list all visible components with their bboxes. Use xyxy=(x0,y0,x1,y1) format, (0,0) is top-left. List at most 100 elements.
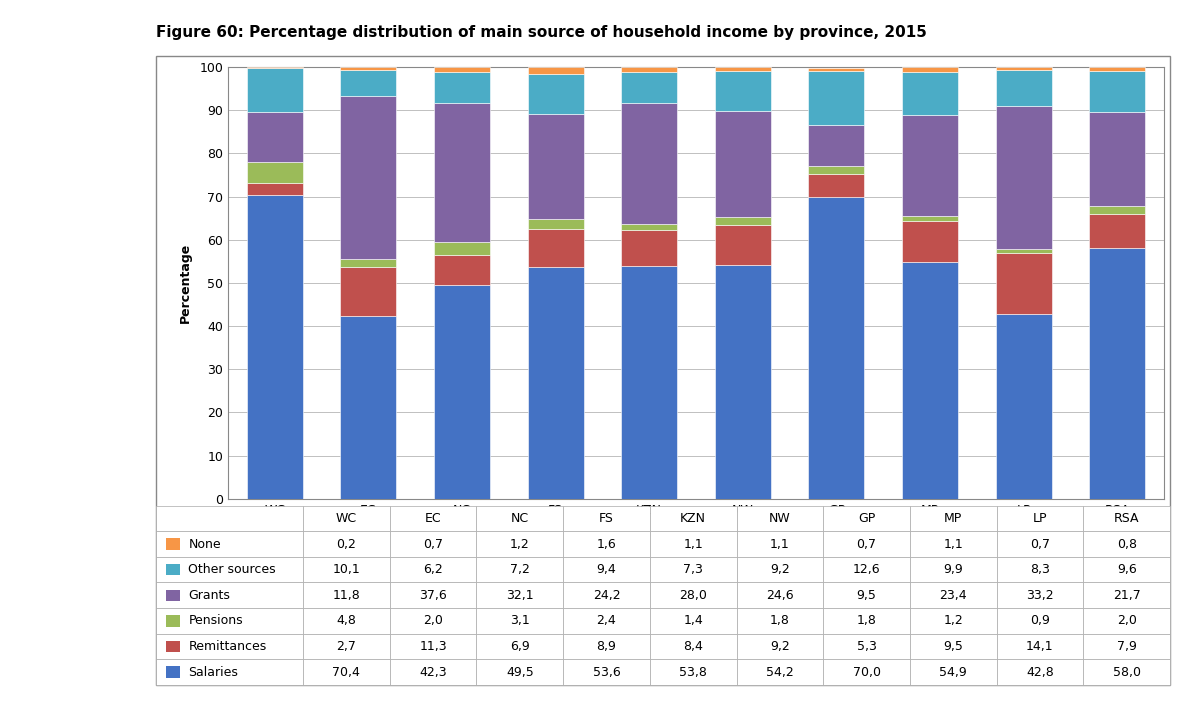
Bar xyxy=(341,258,396,268)
Bar xyxy=(996,106,1051,249)
Bar xyxy=(341,66,396,70)
Text: 24,2: 24,2 xyxy=(593,589,620,602)
Text: GP: GP xyxy=(858,512,875,525)
Text: 5,3: 5,3 xyxy=(857,640,876,653)
Text: 2,7: 2,7 xyxy=(336,640,356,653)
Text: 0,7: 0,7 xyxy=(424,537,443,551)
Bar xyxy=(996,249,1051,253)
Text: 53,6: 53,6 xyxy=(593,666,620,678)
Text: FS: FS xyxy=(599,512,614,525)
Bar xyxy=(715,71,770,111)
Bar xyxy=(528,268,583,498)
Text: 4,8: 4,8 xyxy=(336,614,356,628)
Y-axis label: Percentage: Percentage xyxy=(179,243,192,323)
Text: MP: MP xyxy=(944,512,962,525)
Text: 1,8: 1,8 xyxy=(770,614,790,628)
Text: 23,4: 23,4 xyxy=(940,589,967,602)
Bar xyxy=(528,73,583,114)
Bar xyxy=(622,72,677,103)
Text: 8,9: 8,9 xyxy=(596,640,617,653)
Text: 1,8: 1,8 xyxy=(857,614,876,628)
Text: 42,8: 42,8 xyxy=(1026,666,1054,678)
Bar xyxy=(1090,112,1145,205)
Bar xyxy=(902,67,958,72)
Text: 0,9: 0,9 xyxy=(1030,614,1050,628)
Text: 9,5: 9,5 xyxy=(857,589,876,602)
Bar xyxy=(1090,249,1145,498)
Text: 49,5: 49,5 xyxy=(506,666,534,678)
Text: 9,6: 9,6 xyxy=(1117,563,1136,576)
Text: 6,2: 6,2 xyxy=(424,563,443,576)
Text: 0,8: 0,8 xyxy=(1117,537,1136,551)
Bar xyxy=(247,162,302,183)
Text: 1,1: 1,1 xyxy=(770,537,790,551)
Bar xyxy=(715,66,770,71)
Bar xyxy=(434,242,490,256)
Text: None: None xyxy=(188,537,221,551)
Bar xyxy=(528,219,583,229)
Text: RSA: RSA xyxy=(1114,512,1140,525)
Text: 2,0: 2,0 xyxy=(1117,614,1136,628)
Text: 9,5: 9,5 xyxy=(943,640,964,653)
Bar xyxy=(1090,205,1145,214)
Text: 70,0: 70,0 xyxy=(852,666,881,678)
Bar xyxy=(528,114,583,219)
Text: 54,9: 54,9 xyxy=(940,666,967,678)
Bar xyxy=(809,68,864,71)
Text: 0,7: 0,7 xyxy=(1030,537,1050,551)
Text: 0,7: 0,7 xyxy=(857,537,876,551)
Bar xyxy=(528,66,583,73)
Bar xyxy=(715,217,770,225)
Text: 1,2: 1,2 xyxy=(943,614,964,628)
Text: 11,8: 11,8 xyxy=(332,589,360,602)
Bar xyxy=(809,196,864,498)
Bar xyxy=(434,103,490,242)
Bar xyxy=(622,67,677,72)
Bar xyxy=(809,125,864,166)
Bar xyxy=(715,265,770,498)
Text: 10,1: 10,1 xyxy=(332,563,360,576)
Bar xyxy=(996,67,1051,70)
Text: 53,8: 53,8 xyxy=(679,666,707,678)
Bar xyxy=(341,70,396,97)
Bar xyxy=(809,166,864,174)
Text: 0,2: 0,2 xyxy=(336,537,356,551)
Bar xyxy=(902,114,958,215)
Text: NC: NC xyxy=(511,512,529,525)
Text: Salaries: Salaries xyxy=(188,666,239,678)
Bar xyxy=(622,103,677,225)
Text: 7,9: 7,9 xyxy=(1117,640,1136,653)
Text: 54,2: 54,2 xyxy=(766,666,793,678)
Text: 9,2: 9,2 xyxy=(770,640,790,653)
Bar xyxy=(341,268,396,316)
Bar xyxy=(996,70,1051,106)
Bar xyxy=(247,195,302,498)
Bar xyxy=(434,67,490,72)
Text: Remittances: Remittances xyxy=(188,640,266,653)
Bar xyxy=(996,253,1051,314)
Bar xyxy=(1090,214,1145,249)
Text: 24,6: 24,6 xyxy=(766,589,793,602)
Text: 32,1: 32,1 xyxy=(506,589,534,602)
Bar xyxy=(809,174,864,196)
Bar xyxy=(1090,67,1145,71)
Text: 2,4: 2,4 xyxy=(596,614,617,628)
Text: 9,4: 9,4 xyxy=(596,563,617,576)
Text: 33,2: 33,2 xyxy=(1026,589,1054,602)
Text: 9,2: 9,2 xyxy=(770,563,790,576)
Bar xyxy=(902,72,958,114)
Text: 58,0: 58,0 xyxy=(1112,666,1141,678)
Text: 12,6: 12,6 xyxy=(853,563,881,576)
Text: 9,9: 9,9 xyxy=(943,563,964,576)
Text: Other sources: Other sources xyxy=(188,563,276,576)
Text: KZN: KZN xyxy=(680,512,706,525)
Bar xyxy=(715,225,770,265)
Bar xyxy=(622,266,677,498)
Bar xyxy=(622,230,677,266)
Text: Figure 60: Percentage distribution of main source of household income by provinc: Figure 60: Percentage distribution of ma… xyxy=(156,25,926,40)
Text: 21,7: 21,7 xyxy=(1112,589,1140,602)
Text: 1,1: 1,1 xyxy=(683,537,703,551)
Bar xyxy=(341,316,396,498)
Bar xyxy=(902,221,958,262)
Text: 1,1: 1,1 xyxy=(943,537,964,551)
